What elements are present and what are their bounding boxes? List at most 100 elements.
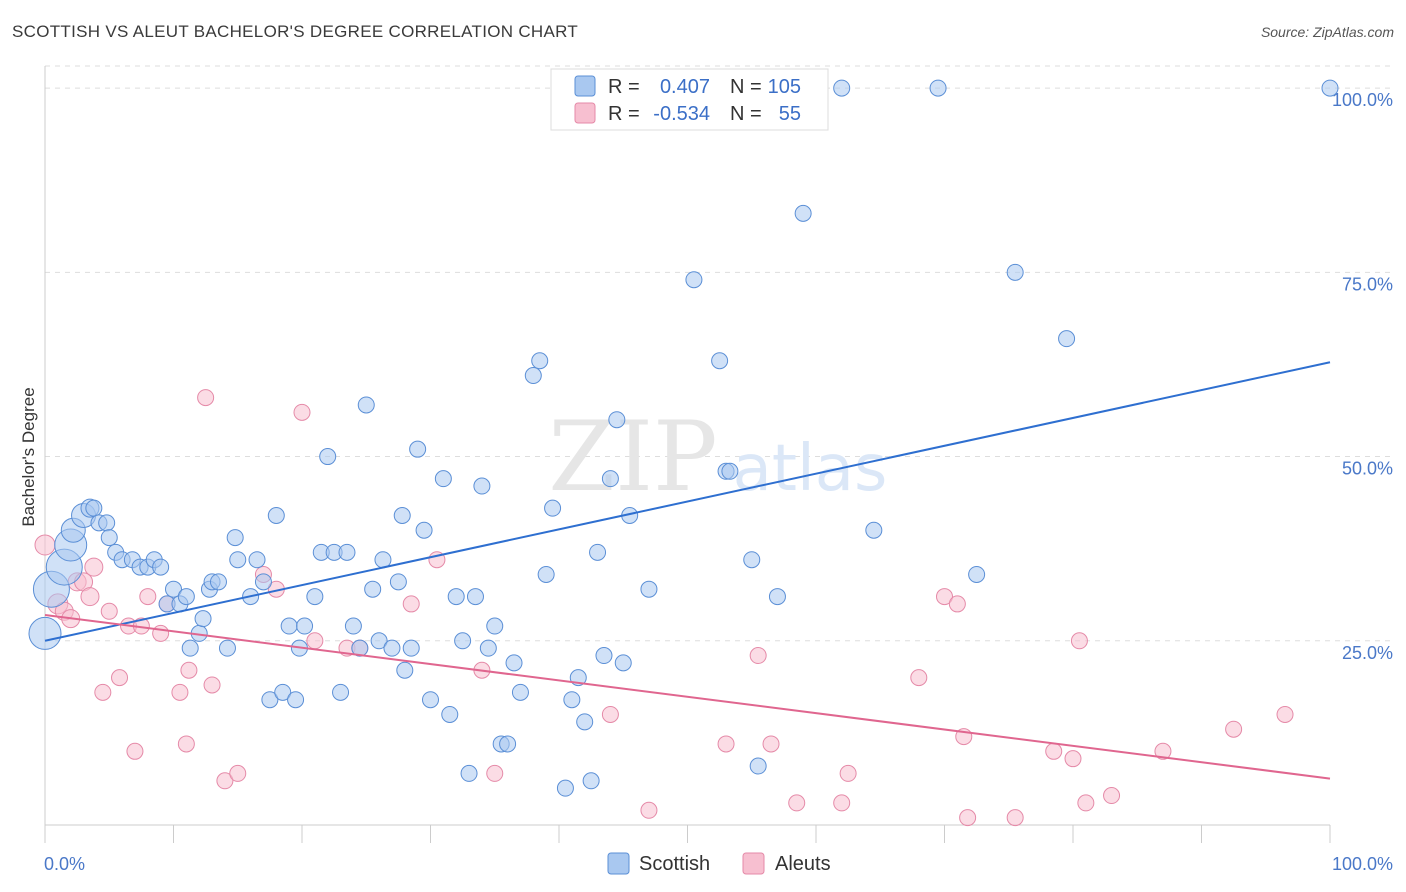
scottish-point-87 xyxy=(614,654,632,672)
scottish-point-102 xyxy=(1006,263,1024,281)
trend-lines xyxy=(44,361,1331,780)
scottish-point-55 xyxy=(393,507,411,525)
scottish-point-50 xyxy=(364,580,382,598)
scottish-point-95 xyxy=(749,757,767,775)
watermark: ZIP atlas xyxy=(548,401,887,513)
scottish-point-9 xyxy=(98,514,116,532)
aleuts-point-46 xyxy=(959,809,977,827)
aleuts-point-21 xyxy=(203,676,221,694)
scottish-point-21 xyxy=(177,588,195,606)
scottish-point-84 xyxy=(595,647,613,665)
scottish-point-65 xyxy=(460,764,478,782)
scottish-point-34 xyxy=(261,691,279,709)
legend-n-label-2: N = xyxy=(730,103,762,125)
scottish-point-56 xyxy=(396,661,414,679)
scottish-point-51 xyxy=(370,632,388,650)
y-tick-label-0: 25.0% xyxy=(1342,643,1393,663)
scottish-point-69 xyxy=(486,617,504,635)
scottish-point-40 xyxy=(296,617,314,635)
scottish-trend-line xyxy=(44,361,1331,642)
scottish-point-53 xyxy=(383,639,401,657)
y-tick-label-1: 50.0% xyxy=(1342,459,1393,479)
legend-r-value-2: -0.534 xyxy=(653,103,710,125)
scottish-points xyxy=(28,79,1339,797)
scottish-point-99 xyxy=(865,521,883,539)
scottish-point-61 xyxy=(434,470,452,488)
aleuts-point-55 xyxy=(1276,705,1294,723)
scottish-point-36 xyxy=(274,683,292,701)
scottish-point-78 xyxy=(556,779,574,797)
scottish-point-91 xyxy=(711,352,729,370)
y-tick-label-3: 100.0% xyxy=(1332,90,1393,110)
scottish-point-71 xyxy=(499,735,517,753)
scottish-point-33 xyxy=(254,573,272,591)
aleuts-point-54 xyxy=(1225,720,1243,738)
aleuts-points xyxy=(34,389,1294,827)
y-axis-label: Bachelor's Degree xyxy=(19,387,38,526)
legend-swatch-aleuts xyxy=(574,102,596,124)
legend-box xyxy=(550,68,829,131)
scottish-point-58 xyxy=(409,440,427,458)
scottish-point-83 xyxy=(589,543,607,561)
aleuts-point-6 xyxy=(80,587,100,607)
aleuts-point-33 xyxy=(486,764,504,782)
legend-r-label-1: R = xyxy=(608,76,640,98)
scottish-point-7 xyxy=(85,499,103,517)
aleuts-point-8 xyxy=(94,683,112,701)
scottish-point-93 xyxy=(721,462,739,480)
scottish-point-66 xyxy=(466,588,484,606)
legend-n-value-2: 55 xyxy=(779,103,801,125)
aleuts-point-48 xyxy=(1045,742,1063,760)
series-legend: Scottish Aleuts xyxy=(607,852,831,875)
legend-r-label-2: R = xyxy=(608,103,640,125)
scottish-point-0 xyxy=(28,616,62,650)
aleuts-point-42 xyxy=(910,669,928,687)
scottish-point-28 xyxy=(218,639,236,657)
scottish-point-22 xyxy=(181,639,199,657)
scottish-point-96 xyxy=(768,588,786,606)
scottish-point-104 xyxy=(1321,79,1339,97)
aleuts-point-43 xyxy=(936,588,953,606)
scottish-point-59 xyxy=(415,521,433,539)
watermark-zip: ZIP xyxy=(548,401,717,513)
aleuts-point-39 xyxy=(788,794,806,812)
scottish-point-74 xyxy=(524,366,542,384)
x-tick-label-1: 100.0% xyxy=(1332,854,1393,874)
bottom-legend-scottish: Scottish xyxy=(639,853,710,875)
scottish-point-10 xyxy=(100,529,118,547)
scottish-point-77 xyxy=(544,499,562,517)
scottish-point-60 xyxy=(422,691,439,709)
aleuts-point-51 xyxy=(1077,794,1095,812)
scottish-point-29 xyxy=(226,529,244,547)
aleuts-point-17 xyxy=(171,683,189,701)
legend-swatch-scottish xyxy=(574,75,596,97)
correlation-legend: R = 0.407 N = 105 R = -0.534 N = 55 xyxy=(550,68,829,131)
aleuts-point-34 xyxy=(601,705,619,723)
aleuts-point-23 xyxy=(229,764,247,782)
scottish-point-32 xyxy=(248,551,266,569)
aleuts-point-18 xyxy=(177,735,195,753)
scottish-point-82 xyxy=(582,772,600,790)
aleuts-point-26 xyxy=(293,403,311,421)
aleuts-point-12 xyxy=(126,742,144,760)
scottish-point-68 xyxy=(479,639,497,657)
aleuts-point-36 xyxy=(717,735,735,753)
scottish-point-49 xyxy=(357,396,375,414)
scottish-point-45 xyxy=(332,683,350,701)
scottish-point-76 xyxy=(537,565,555,583)
aleuts-trend-line xyxy=(44,613,1331,780)
legend-r-value-1: 0.407 xyxy=(660,76,710,98)
aleuts-point-0 xyxy=(34,534,56,556)
scottish-point-94 xyxy=(743,551,761,569)
axes xyxy=(44,66,1331,843)
aleuts-point-38 xyxy=(762,735,780,753)
bottom-legend-aleuts: Aleuts xyxy=(775,853,831,875)
scottish-point-103 xyxy=(1058,330,1076,348)
scottish-point-46 xyxy=(338,543,356,561)
scottish-point-17 xyxy=(152,558,170,576)
aleuts-point-40 xyxy=(839,764,857,782)
scottish-point-79 xyxy=(563,691,581,709)
aleuts-point-53 xyxy=(1154,742,1172,760)
aleuts-point-22 xyxy=(216,772,234,790)
